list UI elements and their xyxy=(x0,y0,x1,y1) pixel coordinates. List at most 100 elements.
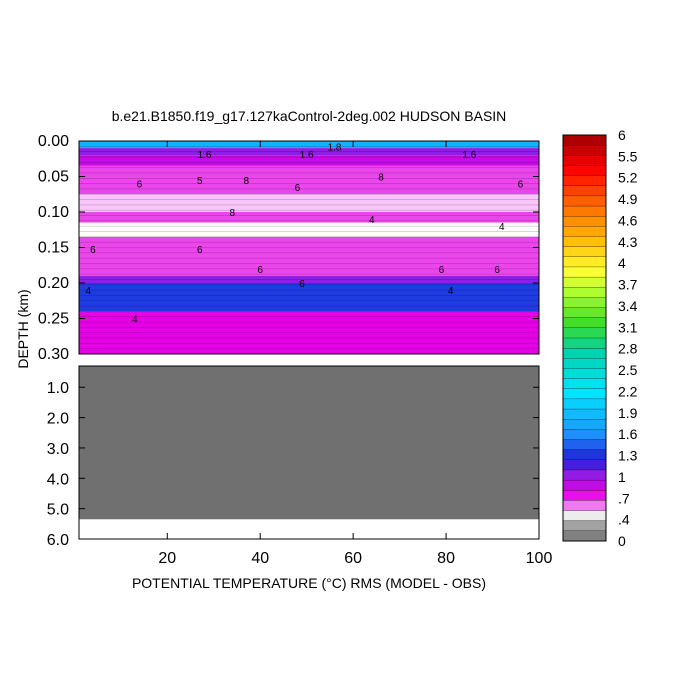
contour-label: 6 xyxy=(90,245,96,256)
contour-label: 6 xyxy=(137,180,143,191)
colorbar-label: 1.9 xyxy=(618,405,638,421)
contour-label: 6 xyxy=(299,279,305,290)
land-mask xyxy=(79,366,539,520)
y-tick-label: 6.0 xyxy=(47,532,69,549)
colorbar-label: 2.2 xyxy=(618,383,638,399)
x-tick-label: 60 xyxy=(344,550,362,567)
colorbar-box xyxy=(562,500,607,511)
colorbar-box xyxy=(562,337,607,349)
depth-band xyxy=(79,155,539,166)
y-tick-label: 0.10 xyxy=(38,204,69,221)
y-tick-label: 1.0 xyxy=(47,380,69,397)
colorbar-label: 0 xyxy=(618,533,626,549)
colorbar-box xyxy=(562,398,607,410)
colorbar-box xyxy=(562,479,607,491)
colorbar-box xyxy=(562,185,607,197)
contour-label: 6 xyxy=(295,183,301,194)
contour-label: 5 xyxy=(197,176,203,187)
colorbar-box xyxy=(562,459,607,471)
colorbar-box xyxy=(562,195,607,207)
contour-label: 4 xyxy=(86,286,92,297)
colorbar-label: 2.8 xyxy=(618,341,638,357)
depth-band xyxy=(79,222,539,237)
contour-label: 4 xyxy=(132,315,138,326)
y-tick-label: 0.30 xyxy=(38,346,69,363)
contour-label: 6 xyxy=(518,180,524,191)
colorbar-box xyxy=(562,449,607,461)
colorbar-box xyxy=(562,175,607,187)
y-tick-label: 3.0 xyxy=(47,441,69,458)
contour-label: 1.8 xyxy=(328,143,342,154)
contour-label: 4 xyxy=(499,222,505,233)
y-tick-label: 0.20 xyxy=(38,275,69,292)
x-tick-label: 80 xyxy=(437,550,455,567)
contour-label: 4 xyxy=(448,286,454,297)
colorbar-box xyxy=(562,327,607,339)
colorbar-box xyxy=(562,429,607,440)
y-tick-label: 5.0 xyxy=(47,502,69,519)
colorbar-box xyxy=(562,226,607,237)
colorbar-box xyxy=(562,134,607,146)
contour-label: 4 xyxy=(369,215,375,226)
colorbar-box xyxy=(562,317,607,329)
contour-label: 8 xyxy=(378,173,384,184)
colorbar-frame xyxy=(562,134,607,542)
colorbar-box xyxy=(562,347,607,359)
colorbar-box xyxy=(562,469,607,481)
colorbar-box xyxy=(562,368,607,380)
colorbar-label: 1 xyxy=(618,469,626,485)
colorbar-box xyxy=(562,276,607,288)
colorbar-box xyxy=(562,439,607,451)
depth-band xyxy=(79,194,539,212)
x-tick-label: 20 xyxy=(158,550,176,567)
colorbar-label: 3.1 xyxy=(618,319,638,335)
colorbar-label: 1.6 xyxy=(618,426,638,442)
colorbar-box xyxy=(562,216,607,227)
contour-label: 1.6 xyxy=(198,150,212,161)
y-axis-label: DEPTH (km) xyxy=(15,289,31,368)
colorbar-box xyxy=(562,510,607,522)
colorbar-label: 4.3 xyxy=(618,234,638,250)
colorbar-label: 1.3 xyxy=(618,448,638,464)
chart-title: b.e21.B1850.f19_g17.127kaControl-2deg.00… xyxy=(112,108,507,124)
contour-label: 8 xyxy=(230,208,236,219)
depth-band xyxy=(79,212,539,223)
colorbar-box xyxy=(562,155,607,166)
colorbar-box xyxy=(562,144,607,156)
y-tick-label: 0.25 xyxy=(38,311,69,328)
colorbar-box xyxy=(562,358,607,369)
y-tick-label: 0.15 xyxy=(38,240,69,257)
depth-band xyxy=(79,283,539,312)
depth-band xyxy=(79,311,539,354)
depth-band xyxy=(79,275,539,283)
colorbar-label: .7 xyxy=(618,490,630,506)
contour-label: 6 xyxy=(197,245,203,256)
colorbar-label: 4.9 xyxy=(618,191,638,207)
colorbar-box xyxy=(562,297,607,308)
colorbar-box xyxy=(562,530,607,542)
depth-band xyxy=(79,236,539,276)
lower-panel: 1.0 2.0 3.0 4.0 5.0 6.0 xyxy=(47,365,540,549)
colorbar-box xyxy=(562,165,607,177)
colorbar-label: 2.5 xyxy=(618,362,638,378)
depth-band xyxy=(79,165,539,195)
colorbar: 6 5.5 5.2 4.9 4.6 4.3 4 3.7 3.4 3.1 2.8 2.5 2.2 1.9 1.… xyxy=(562,127,638,549)
colorbar-box xyxy=(562,490,607,501)
x-axis-label: POTENTIAL TEMPERATURE (°C) RMS (MODEL - … xyxy=(132,575,486,591)
y-tick-label: 0.00 xyxy=(38,133,69,150)
y-tick-label: 2.0 xyxy=(47,411,69,428)
lower-panel-frame xyxy=(78,365,540,540)
colorbar-box xyxy=(562,236,607,248)
depth-band xyxy=(79,141,539,149)
colorbar-box xyxy=(562,307,607,319)
contour-label: 1.6 xyxy=(462,150,476,161)
colorbar-box xyxy=(562,246,607,258)
contour-label: 8 xyxy=(243,176,249,187)
colorbar-box xyxy=(562,388,607,400)
colorbar-label: 3.7 xyxy=(618,277,638,293)
colorbar-label: 5.2 xyxy=(618,170,638,186)
colorbar-label: 4.6 xyxy=(618,212,638,228)
contour-label: 1.6 xyxy=(300,150,314,161)
